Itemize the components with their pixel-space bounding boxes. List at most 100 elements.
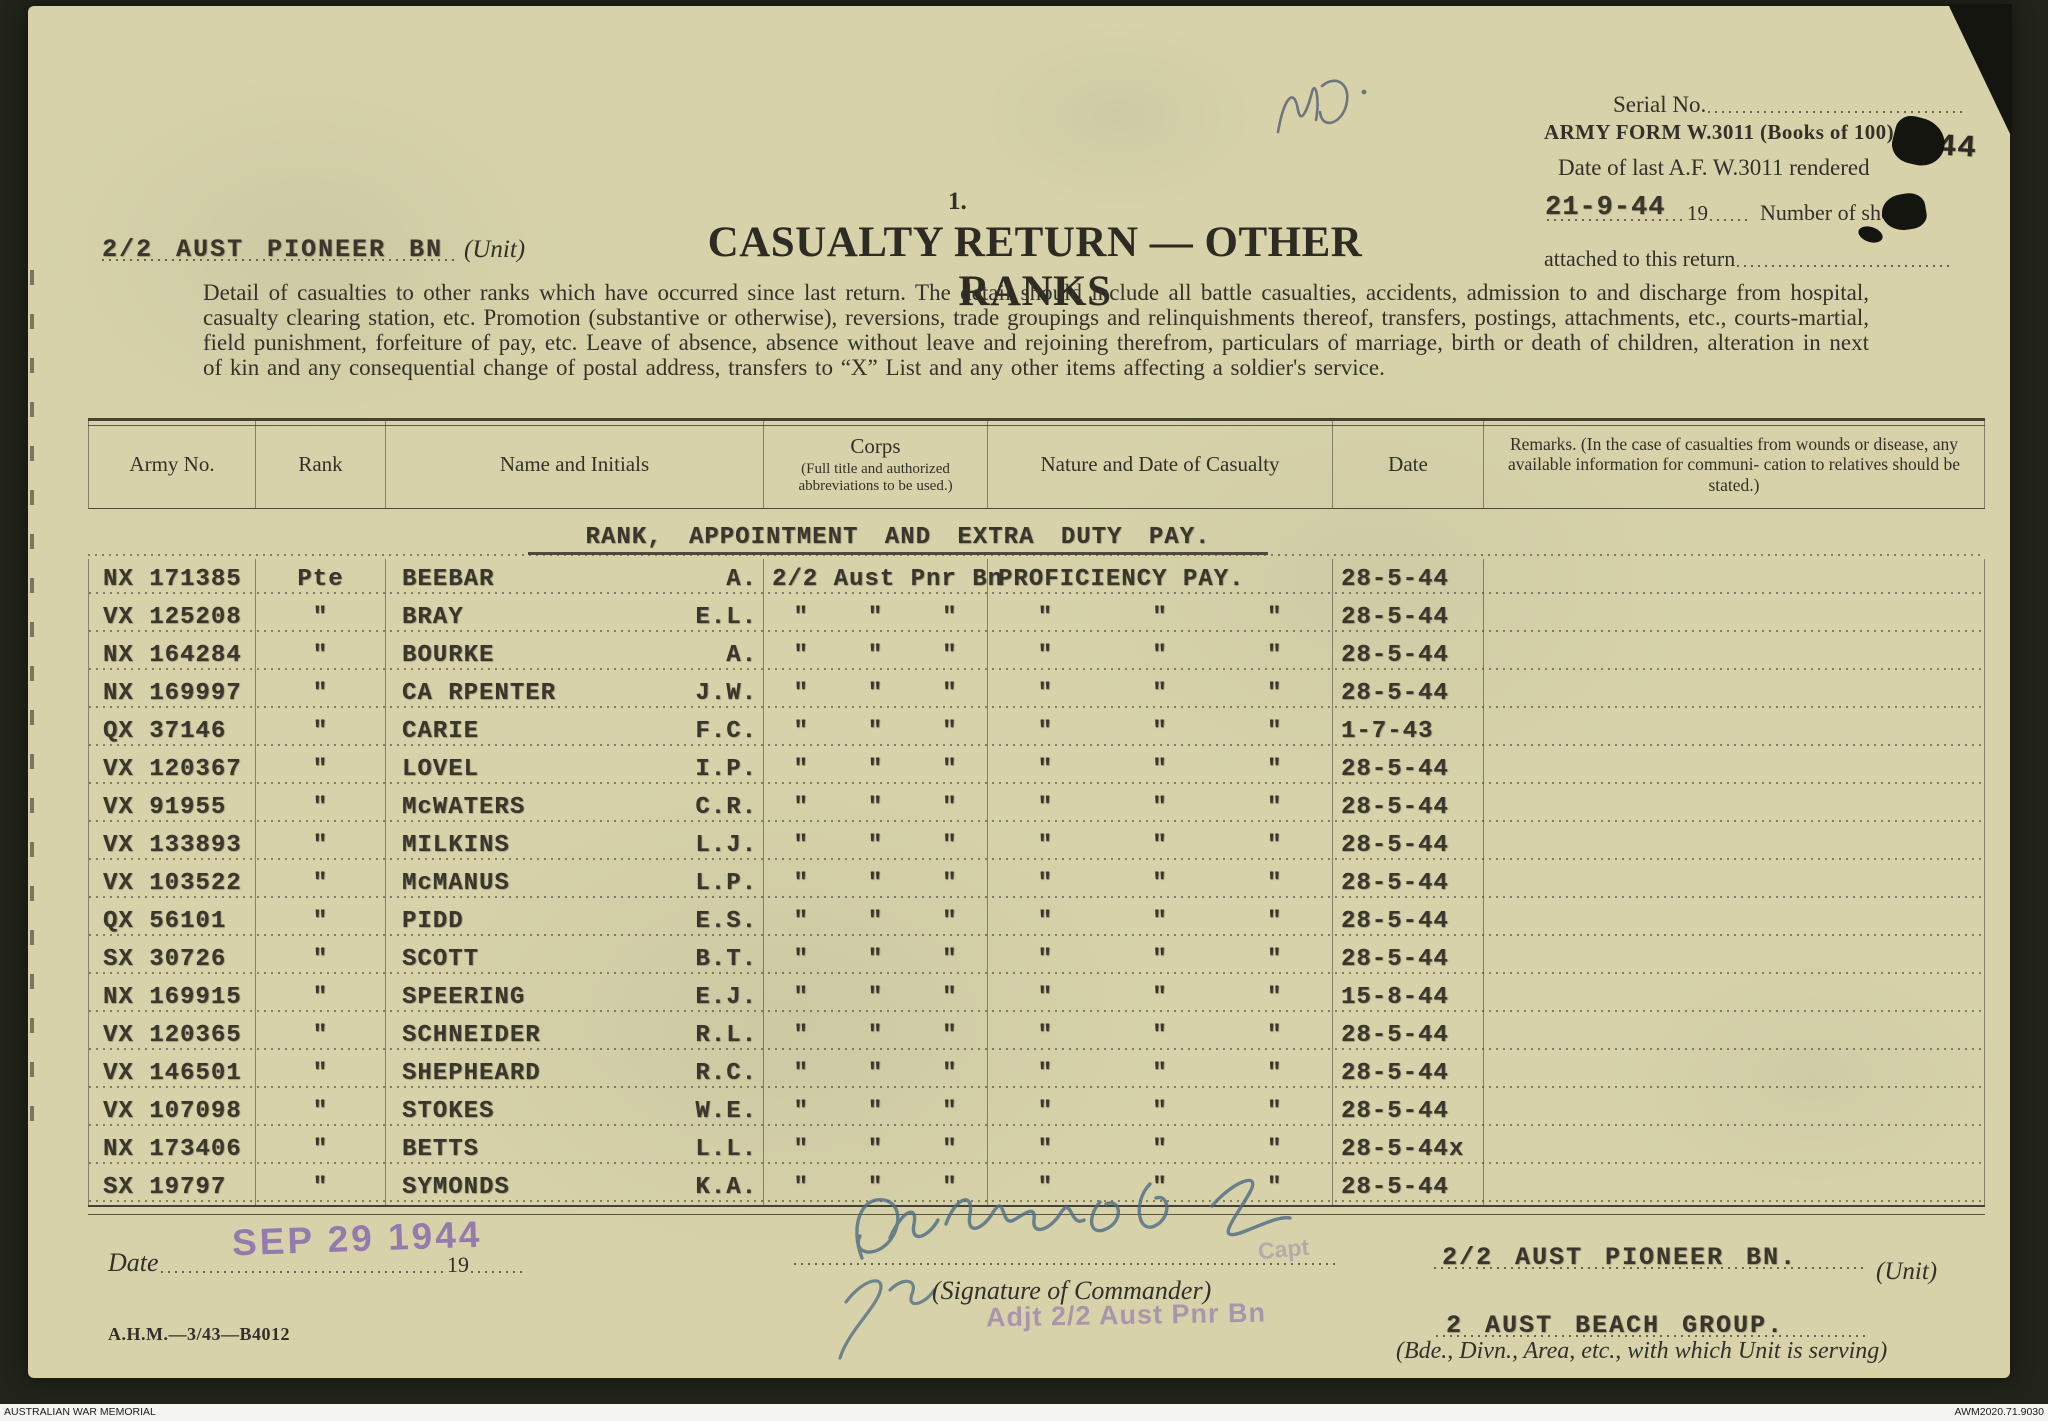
serial-label: Serial No. (1613, 92, 1707, 117)
rank-cell: Pte (256, 559, 386, 597)
pencil-annotation (1276, 79, 1367, 134)
army-no-cell: QX 56101 (89, 901, 256, 939)
typed-last-return-date: 21-9-44 (1545, 193, 1666, 223)
table-row: VX 91955 " McWATERS C.R. " " " " " " 28-5-44 (88, 787, 1985, 825)
archive-left-text: AUSTRALIAN WAR MEMORIAL (4, 1406, 156, 1418)
name-cell: SCHNEIDER R.L. (386, 1015, 764, 1053)
corps-cell: 2/2 Aust Pnr Bn (764, 559, 1002, 597)
attached-label: attached to this return (1544, 246, 1736, 271)
initials: E.J. (695, 984, 757, 1011)
surname: PIDD (402, 908, 464, 935)
date-cell: 28-5-44 (1333, 1015, 1484, 1053)
name-cell: BEEBAR A. (386, 559, 764, 597)
table-body: NX 171385 Pte BEEBAR A. 2/2 Aust Pnr Bn … (88, 559, 1985, 1205)
form-reference: A.H.M.—3/43—B4012 (108, 1324, 290, 1344)
name-cell: SYMONDS K.A. (386, 1167, 764, 1205)
army-no-cell: NX 173406 (89, 1129, 256, 1167)
corps-cell: " " " (764, 749, 988, 787)
date-cell: 28-5-44 (1333, 597, 1484, 635)
typed-unit-name-bottom: 2/2 AUST PIONEER BN. (1442, 1243, 1798, 1272)
serial-dots (1708, 111, 1963, 113)
surname: SCOTT (402, 946, 480, 973)
rank-cell: " (256, 939, 386, 977)
remarks-cell (1484, 635, 1985, 673)
table-bottom-rule (88, 1205, 1985, 1215)
date-cell: 28-5-44 (1333, 1091, 1484, 1129)
adjutant-stamp: Adjt 2/2 Aust Pnr Bn (985, 1297, 1267, 1333)
leader-dots (794, 1263, 1335, 1265)
date-cell: 15-8-44 (1333, 977, 1484, 1015)
col-header-name: Name and Initials (386, 421, 764, 508)
table-row: NX 173406 " BETTS L.L. " " " " " " 28-5-44x (88, 1129, 1985, 1167)
remarks-cell (1484, 863, 1985, 901)
initials: E.L. (695, 604, 757, 631)
section-heading-row: RANK, APPOINTMENT AND EXTRA DUTY PAY. (88, 509, 1985, 559)
remarks-cell (1484, 977, 1985, 1015)
remarks-cell (1484, 825, 1985, 863)
table-row: VX 103522 " McMANUS L.P. " " " " " " 28-5-44 (88, 863, 1985, 901)
surname: STOKES (402, 1098, 495, 1125)
page-number: 1. (948, 188, 967, 215)
col-header-date: Date (1333, 421, 1484, 508)
name-cell: MILKINS L.J. (386, 825, 764, 863)
rank-cell: " (256, 597, 386, 635)
name-cell: McMANUS L.P. (386, 863, 764, 901)
rank-cell: " (256, 787, 386, 825)
leader-dots (1436, 1335, 1866, 1337)
nature-cell: " " " (988, 787, 1333, 825)
nature-cell: " " " (988, 749, 1333, 787)
initials: A. (726, 642, 757, 669)
army-no-cell: VX 120367 (89, 749, 256, 787)
unit-label: (Unit) (464, 236, 526, 263)
date-cell: 28-5-44 (1333, 863, 1484, 901)
table-row: SX 19797 " SYMONDS K.A. " " " " " " 28-5-44 (88, 1167, 1985, 1205)
table-row: VX 107098 " STOKES W.E. " " " " " " 28-5-44 (88, 1091, 1985, 1129)
surname: BOURKE (402, 642, 495, 669)
table-header-row: Army No. Rank Name and Initials Corps (F… (88, 421, 1985, 509)
army-no-cell: NX 171385 (89, 559, 256, 597)
name-cell: STOKES W.E. (386, 1091, 764, 1129)
initials: R.C. (695, 1060, 757, 1087)
name-cell: McWATERS C.R. (386, 787, 764, 825)
initials: A. (726, 566, 757, 593)
nature-cell: " " " (988, 597, 1333, 635)
date-cell: 28-5-44 (1333, 559, 1484, 597)
leader-dots (1737, 265, 1950, 267)
table-row: NX 171385 Pte BEEBAR A. 2/2 Aust Pnr Bn … (88, 559, 1985, 597)
army-no-cell: VX 91955 (89, 787, 256, 825)
corps-cell: " " " (764, 1015, 988, 1053)
leader-dots (471, 1271, 526, 1273)
year-prefix: 19 (1687, 201, 1708, 225)
corps-cell: " " " (764, 901, 988, 939)
name-cell: BOURKE A. (386, 635, 764, 673)
nature-cell: " " " (988, 635, 1333, 673)
nature-cell: PROFICIENCY PAY. (988, 559, 1333, 597)
army-no-cell: VX 125208 (89, 597, 256, 635)
initials: E.S. (695, 908, 757, 935)
remarks-cell (1484, 711, 1985, 749)
army-no-cell: VX 120365 (89, 1015, 256, 1053)
surname: SPEERING (402, 984, 526, 1011)
nature-cell: " " " (988, 711, 1333, 749)
initials: I.P. (695, 756, 757, 783)
name-cell: CARIE F.C. (386, 711, 764, 749)
corps-cell: " " " (764, 1167, 988, 1205)
leader-dots (1547, 219, 1685, 221)
initials: L.P. (695, 870, 757, 897)
corps-cell: " " " (764, 977, 988, 1015)
rank-cell: " (256, 1167, 386, 1205)
corps-cell: " " " (764, 863, 988, 901)
table-row: VX 120365 " SCHNEIDER R.L. " " " " " " 28-5-… (88, 1015, 1985, 1053)
nature-cell: " " " (988, 825, 1333, 863)
initials: R.L. (695, 1022, 757, 1049)
surname: CA RPENTER (402, 680, 557, 707)
date-cell: 28-5-44x (1333, 1129, 1484, 1167)
leader-dots (1710, 219, 1750, 221)
remarks-cell (1484, 749, 1985, 787)
surname: SCHNEIDER (402, 1022, 541, 1049)
corps-cell: " " " (764, 673, 988, 711)
date-received-stamp: SEP 29 1944 (231, 1213, 484, 1264)
rank-cell: " (256, 711, 386, 749)
rank-cell: " (256, 863, 386, 901)
archive-right-text: AWM2020.71.9030 (1954, 1406, 2044, 1418)
